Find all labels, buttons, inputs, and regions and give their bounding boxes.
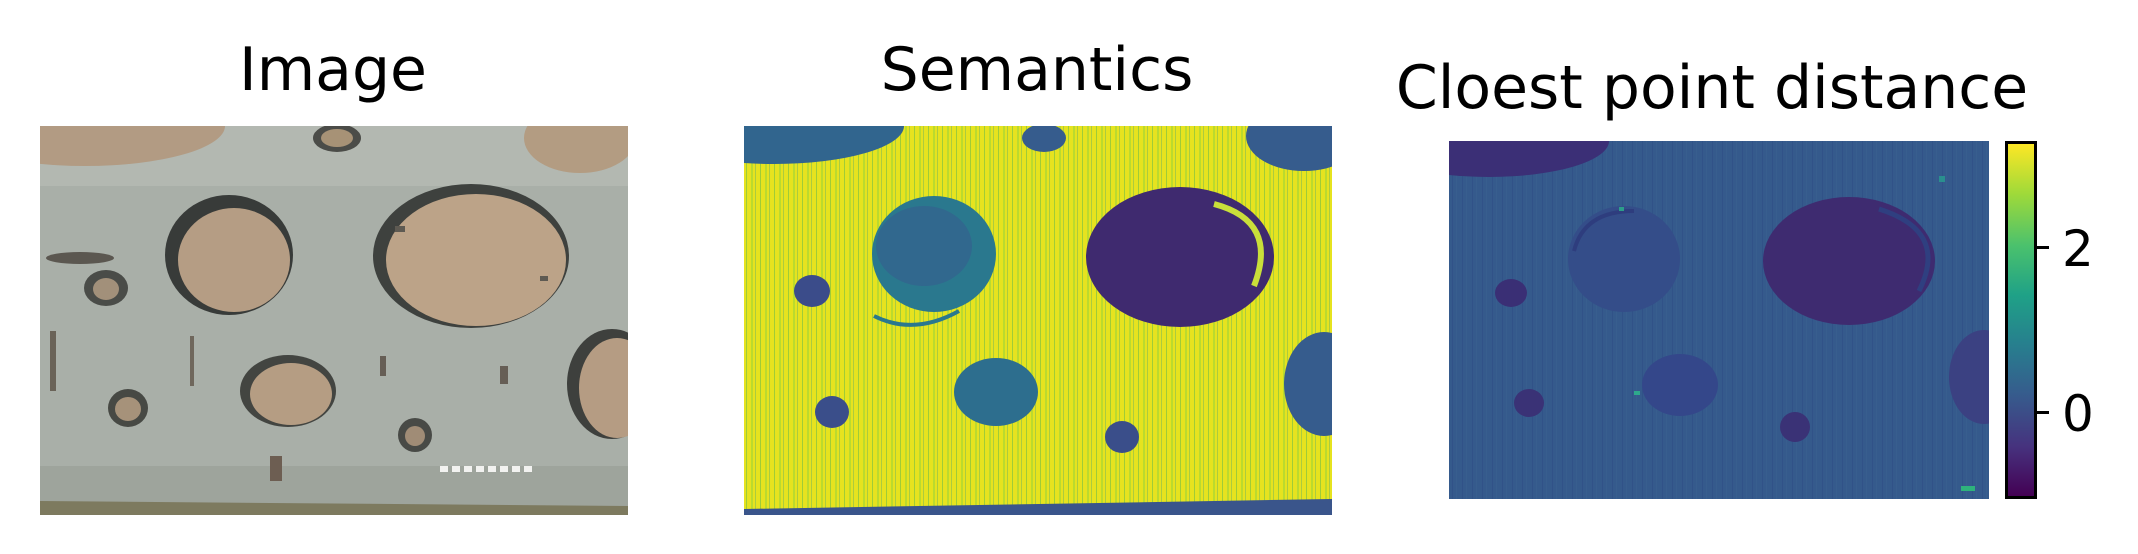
colorbar-tick-label-2: 2: [2062, 220, 2094, 278]
semantics-map: [744, 126, 1332, 515]
distance-map: [1449, 141, 1989, 499]
colorbar-tick-0: [2037, 411, 2049, 414]
semantics-panel-title: Semantics: [880, 35, 1194, 105]
semantics-panel: [744, 126, 1332, 515]
colorbar: [2005, 141, 2037, 499]
aerial-photo: [40, 126, 628, 515]
distance-panel-title: Cloest point distance: [1395, 53, 2029, 123]
aerial-image-panel: [40, 126, 628, 515]
colorbar-tick-label-0: 0: [2062, 385, 2094, 443]
image-panel-title: Image: [239, 35, 427, 105]
distance-panel: [1449, 141, 1989, 499]
colorbar-tick-2: [2037, 246, 2049, 249]
